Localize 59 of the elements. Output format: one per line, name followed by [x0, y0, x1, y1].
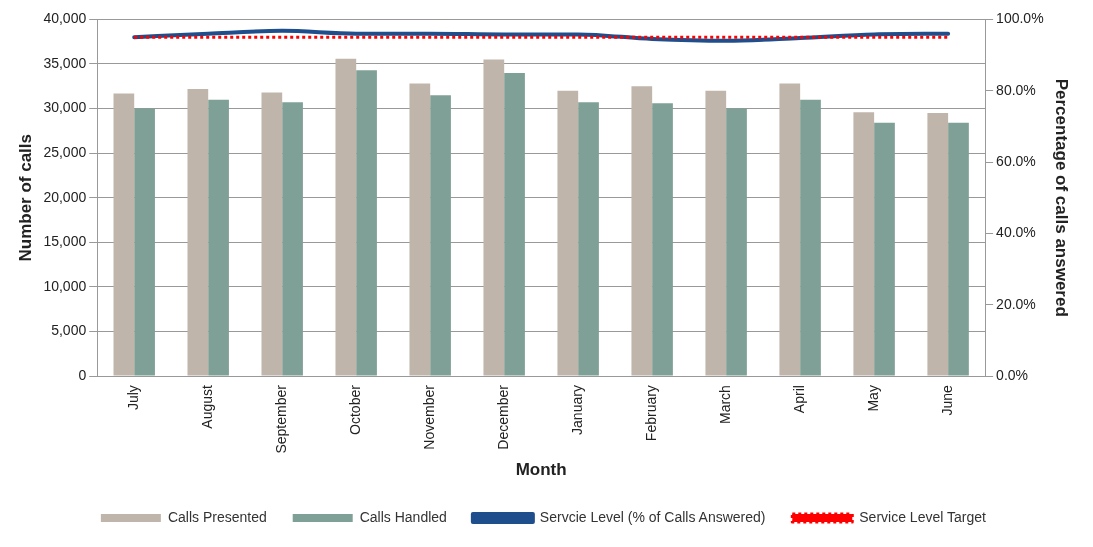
x-tick-label: January	[569, 385, 586, 435]
bar	[927, 113, 949, 376]
y-tick-label: 35,000	[43, 54, 87, 71]
bar	[113, 93, 135, 376]
x-tick-label: June	[938, 384, 955, 416]
x-tick-label: April	[791, 385, 807, 414]
bar	[430, 95, 451, 376]
x-tick-label: August	[199, 385, 216, 429]
y-tick-label: 20,000	[43, 188, 87, 205]
y-tick-label: 10,000	[43, 277, 87, 294]
x-tick-label: May	[864, 385, 881, 412]
y2-tick-label: 40.0%	[996, 224, 1036, 241]
x-tick-label: July	[125, 385, 142, 411]
bar	[134, 108, 155, 376]
bar	[726, 108, 747, 376]
bar	[705, 90, 727, 376]
bar	[483, 59, 505, 376]
y2-tick-label: 80.0%	[996, 81, 1036, 98]
x-tick-label: October	[347, 384, 364, 435]
legend-label: Service Level Target	[859, 508, 986, 525]
bar	[779, 83, 801, 376]
x-axis-title: Month	[515, 460, 567, 480]
bar	[208, 99, 229, 376]
legend-label: Calls Handled	[359, 508, 447, 525]
line-series	[132, 28, 951, 43]
bar	[261, 92, 283, 376]
y-tick-label: 15,000	[43, 233, 87, 250]
bar	[578, 102, 599, 376]
y-tick-label: 25,000	[43, 144, 87, 161]
x-tick-label: September	[273, 384, 290, 454]
x-tick-label: November	[421, 384, 438, 450]
y-tick-label: 30,000	[43, 99, 87, 116]
bar	[631, 86, 653, 376]
bar	[504, 72, 525, 376]
y2-tick-label: 0.0%	[996, 366, 1029, 383]
bar	[335, 58, 357, 376]
x-tick-label: March	[717, 385, 734, 425]
bar	[874, 122, 895, 376]
bar	[948, 122, 969, 376]
y2-tick-label: 100.0%	[996, 10, 1044, 27]
bar	[800, 99, 821, 376]
x-tick-label: February	[643, 385, 660, 442]
legend-label: Servcie Level (% of Calls Answered)	[539, 508, 766, 525]
y-tick-label: 5,000	[51, 322, 87, 339]
bar	[409, 83, 431, 376]
bar	[187, 88, 209, 376]
y2-axis-title: Percentage of calls answered	[1052, 78, 1072, 317]
x-tick-label: December	[495, 384, 512, 450]
y2-tick-label: 60.0%	[996, 152, 1036, 169]
y-tick-label: 0	[78, 366, 87, 383]
legend-label: Calls Presented	[167, 508, 267, 525]
bar	[853, 112, 875, 376]
y-tick-label: 40,000	[43, 10, 87, 27]
y2-tick-label: 20.0%	[996, 295, 1036, 312]
y-axis-title: Number of calls	[15, 133, 35, 262]
bar	[356, 70, 377, 376]
bar	[557, 90, 579, 376]
bar	[282, 102, 303, 376]
bar	[652, 103, 673, 376]
